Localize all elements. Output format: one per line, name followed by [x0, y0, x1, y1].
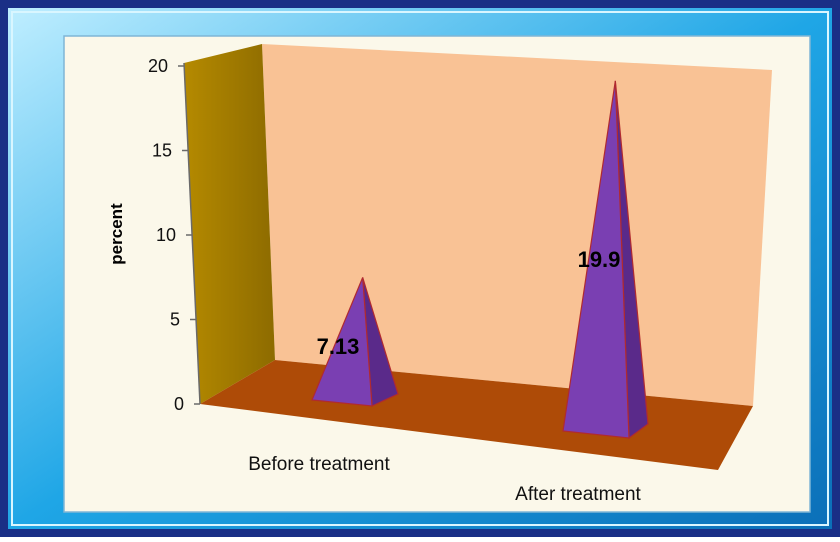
y-axis-ticks: 0 5 10 15 20 [148, 56, 200, 414]
y-axis-title: percent [107, 203, 126, 265]
back-wall [262, 44, 772, 406]
category-labels: Before treatment After treatment [248, 454, 641, 505]
pyramid-bar [311, 277, 399, 407]
pyramid-front-face [311, 277, 373, 407]
side-wall [184, 44, 275, 404]
y-tick-label: 20 [148, 56, 168, 76]
y-tick-label: 15 [152, 141, 172, 161]
y-axis-line [183, 62, 201, 405]
pyramid-front-face [562, 80, 630, 439]
data-label: 7.13 [317, 334, 360, 359]
pyramid-bar [562, 80, 649, 440]
category-label: Before treatment [248, 454, 390, 475]
data-label: 19.9 [578, 247, 621, 272]
frame-highlight [11, 11, 829, 526]
y-tick-label: 10 [156, 225, 176, 245]
category-label: After treatment [515, 484, 641, 505]
y-tick-label: 0 [174, 394, 184, 414]
data-labels: 7.13 19.9 [317, 247, 621, 359]
bars [311, 80, 649, 440]
y-tick-label: 5 [170, 310, 180, 330]
